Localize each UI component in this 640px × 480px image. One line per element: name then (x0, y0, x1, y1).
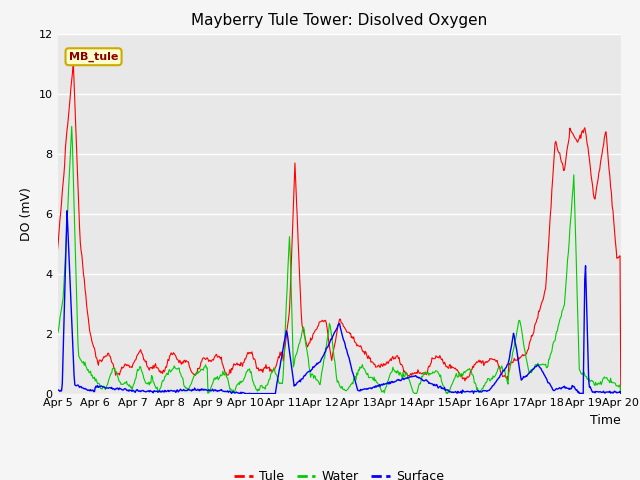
Title: Mayberry Tule Tower: Disolved Oxygen: Mayberry Tule Tower: Disolved Oxygen (191, 13, 487, 28)
Water (210, 378, 218, 384)
Surface (426, 380, 433, 386)
Tule (64, 121, 72, 127)
Tule (408, 370, 416, 376)
Line: Tule: Tule (58, 61, 621, 394)
Line: Surface: Surface (58, 211, 621, 394)
Tule (617, 391, 625, 396)
Tule (425, 363, 433, 369)
Tule (69, 58, 77, 64)
Tule (180, 358, 188, 364)
Legend: Tule, Water, Surface: Tule, Water, Surface (229, 465, 449, 480)
Water (617, 390, 625, 396)
Water (408, 387, 416, 393)
Surface (410, 373, 417, 379)
Surface (54, 387, 61, 393)
Tule (123, 363, 131, 369)
Surface (65, 244, 72, 250)
X-axis label: Time: Time (590, 414, 621, 427)
Water (54, 330, 61, 336)
Surface (241, 391, 249, 396)
Surface (63, 208, 71, 214)
Water (68, 123, 76, 129)
Water (411, 391, 419, 396)
Surface (617, 390, 625, 396)
Surface (210, 388, 218, 394)
Surface (123, 387, 131, 393)
Surface (180, 386, 188, 392)
Water (180, 382, 188, 387)
Tule (54, 246, 61, 252)
Water (426, 371, 433, 376)
Water (64, 206, 72, 212)
Line: Water: Water (58, 126, 621, 394)
Text: MB_tule: MB_tule (69, 51, 118, 62)
Y-axis label: DO (mV): DO (mV) (20, 187, 33, 240)
Tule (210, 357, 218, 363)
Water (123, 378, 131, 384)
